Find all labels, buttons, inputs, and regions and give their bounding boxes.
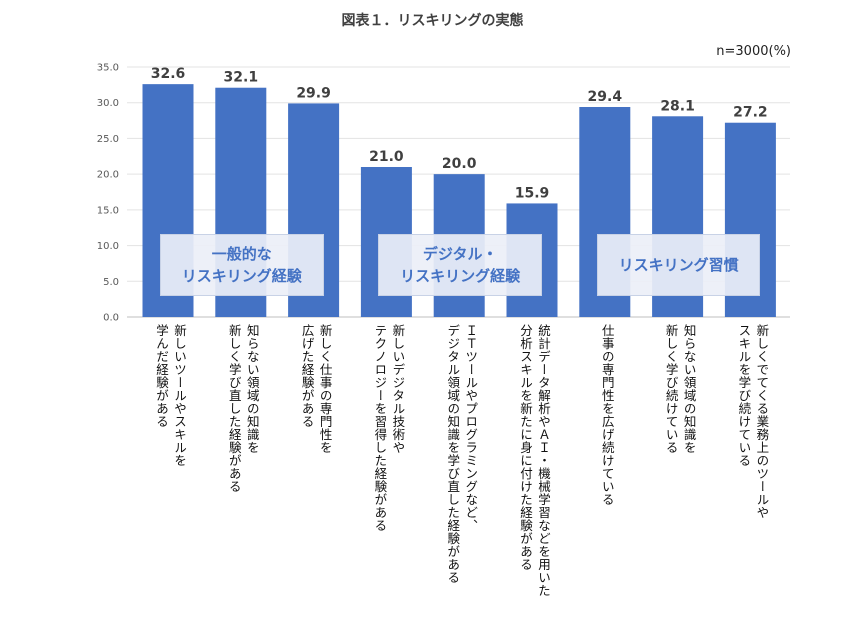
x-category-label: 新しくでてくる業務上のツールや スキルを学び続けている [736,324,770,519]
data-label: 29.4 [588,89,623,105]
y-tick-label: 30.0 [97,98,119,109]
x-category-label: 知らない領域の知識を 新しく学び続けている [663,324,697,454]
group-label-box: デジタル・ リスキリング経験 [378,234,542,296]
data-label: 32.1 [224,70,259,86]
x-category-label: 新しいデジタル技術や テクノロジーを習得した経験がある [372,324,406,532]
x-category-label: 知らない領域の知識を 新しく学び直した経験がある [226,324,260,493]
data-label: 15.9 [515,185,550,201]
chart-title: 図表１．リスキリングの実態 [341,13,524,29]
y-tick-label: 15.0 [97,205,119,216]
x-category-label: 統計データ解析やＡＩ・機械学習などを用いた 分析スキルを新たに身に付けた経験があ… [518,324,551,597]
y-tick-label: 25.0 [97,134,119,145]
x-category-label: ＩＴツールやプログラミングなど、 デジタル領域の知識を学び直した経験がある [445,324,479,584]
sample-size-note: n=3000(%) [716,44,791,59]
x-category-label: 新しく仕事の専門性を 広げた経験がある [299,324,333,454]
y-tick-label: 20.0 [97,170,119,181]
x-category-label: 仕事の専門性を広げ続けている [599,324,615,506]
y-tick-label: 10.0 [97,241,119,252]
x-category-label: 新しいツールやスキルを 学んだ経験がある [154,324,187,467]
y-tick-label: 35.0 [97,63,119,74]
data-label: 32.6 [151,66,186,82]
data-label: 29.9 [296,85,331,101]
data-label: 20.0 [442,156,477,172]
group-label-box: リスキリング習慣 [596,234,761,296]
y-tick-label: 0.0 [103,313,119,324]
data-label: 21.0 [369,149,404,165]
y-tick-label: 5.0 [103,277,119,288]
data-label: 28.1 [660,98,695,114]
data-label: 27.2 [733,105,768,121]
group-label-box: 一般的な リスキリング経験 [160,234,324,296]
